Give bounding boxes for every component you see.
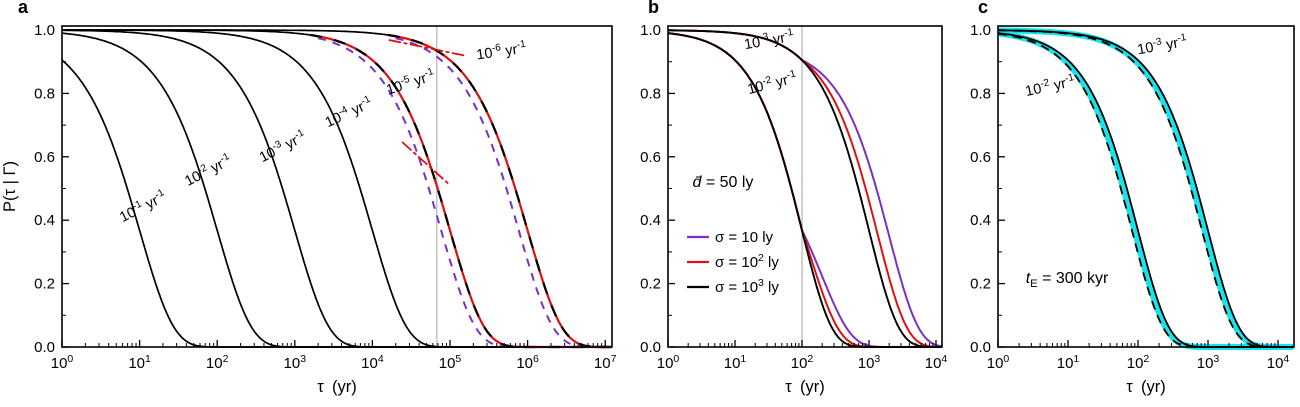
curve-gamma-1e-3 (62, 29, 612, 348)
y-tick-label: 1.0 (970, 22, 991, 39)
y-tick-label: 0.2 (640, 276, 661, 293)
plot-frame (667, 25, 943, 348)
curve-label-1e-1: 10-1 yr-1 (116, 187, 169, 226)
y-tick-label: 0.4 (640, 212, 661, 229)
curve-dashed-black-1e-2 (997, 32, 1294, 348)
te-annotation: tE = 300 kyr (1026, 270, 1109, 290)
x-tick-label: 103 (858, 353, 881, 372)
curve-model-red-1e-6 (387, 33, 612, 349)
y-tick-label: 0.0 (970, 339, 991, 356)
y-tick-label: 1.0 (34, 22, 55, 39)
y-tick-label: 0.2 (970, 276, 991, 293)
x-tick-label: 101 (128, 353, 151, 372)
y-tick-label: 0.8 (640, 85, 661, 102)
curve-tangent-reddashdot-lower (401, 141, 450, 185)
curve-gamma-1e-4 (62, 29, 612, 348)
y-tick-label: 0.4 (34, 212, 55, 229)
y-tick-label: 0.4 (970, 212, 991, 229)
x-tick-label: 100 (657, 353, 680, 372)
y-tick-label: 0.8 (34, 85, 55, 102)
curve-overlay-blackdash-1e-5 (310, 33, 612, 349)
x-tick-label: 101 (724, 353, 747, 372)
panel-a: 100 101 102 103 104 105 106 107 1.0 0.8 0.6 0.4 0.2 0… (1, 22, 617, 396)
plot-frame (61, 25, 613, 348)
x-tick-label: 100 (51, 353, 74, 372)
plot-frame (997, 25, 1295, 348)
x-tick-label: 102 (206, 353, 229, 372)
x-tick-label: 106 (516, 353, 539, 372)
y-tick-label: 0.6 (970, 149, 991, 166)
curve-gamma-1e-5 (62, 29, 612, 348)
x-tick-label: 105 (439, 353, 462, 372)
panel-b: 100 101 102 103 104 1.0 0.8 0.6 0.4 0.2 0.0 τ (yr) 1… (640, 22, 947, 396)
curve-label-1e-3: 10-3 yr-1 (743, 27, 796, 53)
y-tick-label: 0.8 (970, 85, 991, 102)
curve-label-1e-2: 10-2 yr-1 (1024, 72, 1077, 100)
curve-label-1e-3: 10-3 yr-1 (256, 127, 309, 166)
panel-tag-b: b (648, 0, 659, 17)
x-axis-label: τ (yr) (317, 378, 357, 396)
curve-gamma-1e-2 (61, 32, 612, 348)
x-tick-label: 104 (361, 353, 384, 372)
curve-label-1e-2: 10-2 yr-1 (182, 151, 235, 190)
legend-sigma-1000-label: σ = 103 ly (715, 277, 779, 296)
curve-solid-black-1e-3 (998, 29, 1294, 348)
curve-label-1e-2: 10-2 yr-1 (745, 68, 798, 98)
curve-label-1e-4: 10-4 yr-1 (322, 94, 375, 132)
curve-label-1e-6: 10-6 yr-1 (475, 39, 528, 64)
x-tick-label: 103 (1197, 353, 1220, 372)
curve-tangent-reddashdot-upper (388, 39, 465, 57)
legend-sigma-100-label: σ = 102 ly (715, 252, 779, 271)
curve-label-1e-3: 10-3 yr-1 (1136, 32, 1189, 58)
y-tick-label: 0.0 (640, 339, 661, 356)
x-tick-label: 102 (1127, 353, 1150, 372)
curve-label-1e-5: 10-5 yr-1 (384, 66, 438, 99)
x-tick-label: 101 (1057, 353, 1080, 372)
curve-approx-purpledash-1e-6 (395, 37, 612, 348)
curve-gamma-1e-6 (62, 29, 612, 348)
y-axis-label: P(τ | Γ) (1, 161, 19, 212)
y-tick-label: 0.6 (640, 149, 661, 166)
y-tick-label: 0.2 (34, 276, 55, 293)
x-tick-label: 104 (1267, 353, 1290, 372)
x-tick-label: 104 (925, 353, 948, 372)
y-tick-label: 0.0 (34, 339, 55, 356)
x-axis-label: τ (yr) (785, 378, 825, 396)
y-tick-label: 0.6 (34, 149, 55, 166)
x-tick-label: 100 (987, 353, 1010, 372)
y-tick-label: 1.0 (640, 22, 661, 39)
panel-tag-c: c (978, 0, 989, 17)
x-tick-label: 107 (594, 353, 617, 372)
dbar-annotation: d̄ = 50 ly (692, 174, 753, 191)
x-axis-label: τ (yr) (1126, 378, 1166, 396)
x-tick-label: 102 (791, 353, 814, 372)
x-tick-label: 103 (284, 353, 307, 372)
curve-sigma1000-black-1e-3 (668, 29, 942, 348)
panel-tag-a: a (18, 0, 29, 17)
legend-sigma-10-label: σ = 10 ly (715, 229, 774, 246)
panel-c: 100 101 102 103 104 1.0 0.8 0.6 0.4 0.2 0.0 τ (yr) 1… (970, 22, 1295, 396)
